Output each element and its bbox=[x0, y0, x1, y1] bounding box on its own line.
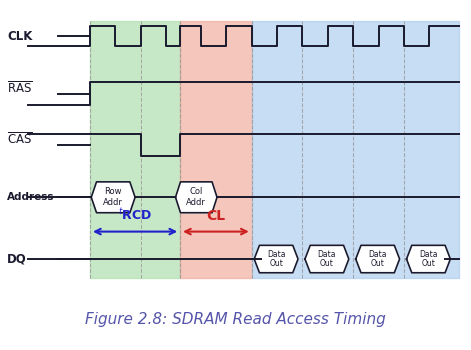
Text: $^t$RCD: $^t$RCD bbox=[118, 208, 152, 223]
Polygon shape bbox=[254, 245, 298, 273]
Text: Data: Data bbox=[267, 250, 285, 259]
Text: CL: CL bbox=[206, 209, 226, 223]
Text: $\overline{\mathrm{CAS}}$: $\overline{\mathrm{CAS}}$ bbox=[7, 132, 32, 147]
Text: Out: Out bbox=[371, 259, 385, 268]
Text: Out: Out bbox=[269, 259, 283, 268]
Text: Out: Out bbox=[320, 259, 334, 268]
Text: Figure 2.8: SDRAM Read Access Timing: Figure 2.8: SDRAM Read Access Timing bbox=[85, 312, 386, 327]
Text: Data: Data bbox=[317, 250, 336, 259]
Text: Out: Out bbox=[422, 259, 435, 268]
Polygon shape bbox=[91, 182, 135, 213]
Polygon shape bbox=[176, 182, 217, 213]
Polygon shape bbox=[305, 245, 349, 273]
Text: Address: Address bbox=[7, 192, 55, 202]
Text: Data: Data bbox=[368, 250, 387, 259]
Text: DQ: DQ bbox=[7, 253, 27, 266]
Polygon shape bbox=[356, 245, 399, 273]
Text: Addr: Addr bbox=[103, 198, 123, 207]
Text: Row: Row bbox=[105, 187, 122, 196]
Text: CLK: CLK bbox=[7, 30, 32, 43]
Text: $\overline{\mathrm{RAS}}$: $\overline{\mathrm{RAS}}$ bbox=[7, 80, 32, 96]
Text: Data: Data bbox=[419, 250, 438, 259]
Text: Addr: Addr bbox=[187, 198, 206, 207]
Polygon shape bbox=[406, 245, 450, 273]
Text: Col: Col bbox=[190, 187, 203, 196]
